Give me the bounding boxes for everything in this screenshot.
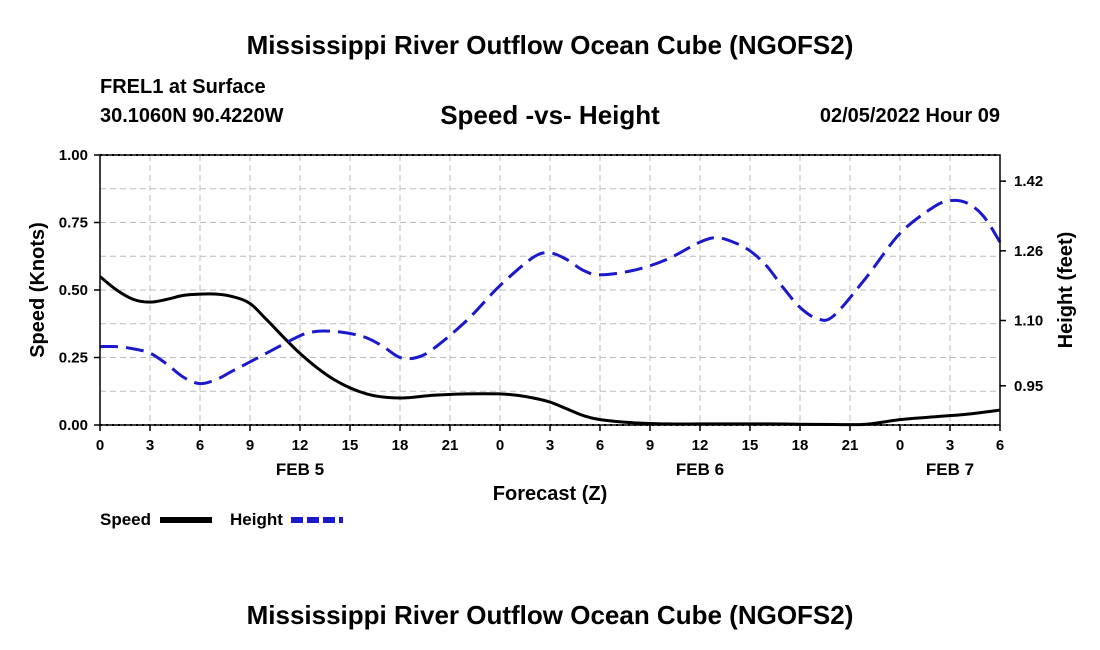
x-tick-label: 15 <box>742 437 759 454</box>
y-right-tick-label: 1.42 <box>1014 173 1043 190</box>
x-tick-label: 21 <box>842 437 859 454</box>
x-tick-label: 9 <box>246 437 254 454</box>
y-left-tick-label: 0.50 <box>59 282 88 299</box>
x-tick-label: 3 <box>946 437 954 454</box>
x-tick-label: 18 <box>392 437 409 454</box>
legend: Speed Height <box>100 510 343 529</box>
y-left-tick-label: 0.75 <box>59 215 88 232</box>
y-left-tick-label: 1.00 <box>59 147 88 164</box>
station-coordinates: 30.1060N 90.4220W <box>100 105 284 127</box>
y-axis-label-left: Speed (Knots) <box>27 222 49 358</box>
x-tick-label: 21 <box>442 437 459 454</box>
grid-lines <box>100 155 1000 425</box>
y-axis-label-right: Height (feet) <box>1055 232 1077 349</box>
y-right-tick-label: 1.26 <box>1014 243 1043 260</box>
x-tick-label: 18 <box>792 437 809 454</box>
x-tick-label: 6 <box>996 437 1004 454</box>
series-line-height <box>99 198 1002 386</box>
main-title: Mississippi River Outflow Ocean Cube (NG… <box>246 30 854 60</box>
y-left-tick-label: 0.00 <box>59 417 88 434</box>
x-tick-label: 9 <box>646 437 654 454</box>
x-day-label: FEB 7 <box>926 460 974 479</box>
y-right-tick-label: 1.10 <box>1014 312 1043 329</box>
axes: 0 3 6 9 12 15 18 21 0 3 6 9 12 15 18 21 0 3 6 FEB 5 FEB 6 FEB… <box>59 147 1043 479</box>
x-tick-label: 15 <box>342 437 359 454</box>
x-tick-label: 3 <box>546 437 554 454</box>
x-tick-label: 6 <box>196 437 204 454</box>
x-axis-label: Forecast (Z) <box>493 483 607 505</box>
x-tick-label: 12 <box>692 437 709 454</box>
forecast-datetime: 02/05/2022 Hour 09 <box>819 105 1000 127</box>
footer-title: Mississippi River Outflow Ocean Cube (NG… <box>246 600 854 630</box>
y-left-tick-label: 0.25 <box>59 350 88 367</box>
legend-label-speed: Speed <box>100 510 151 529</box>
x-tick-label: 6 <box>596 437 604 454</box>
x-day-label: FEB 6 <box>676 460 724 479</box>
y-right-tick-label: 0.95 <box>1014 378 1043 395</box>
x-tick-label: 0 <box>96 437 104 454</box>
legend-label-height: Height <box>230 510 283 529</box>
chart-title: Speed -vs- Height <box>440 100 660 130</box>
x-tick-label: 12 <box>292 437 309 454</box>
x-tick-label: 3 <box>146 437 154 454</box>
x-day-label: FEB 5 <box>276 460 324 479</box>
x-tick-label: 0 <box>496 437 504 454</box>
station-label: FREL1 at Surface <box>100 76 266 98</box>
x-tick-label: 0 <box>896 437 904 454</box>
